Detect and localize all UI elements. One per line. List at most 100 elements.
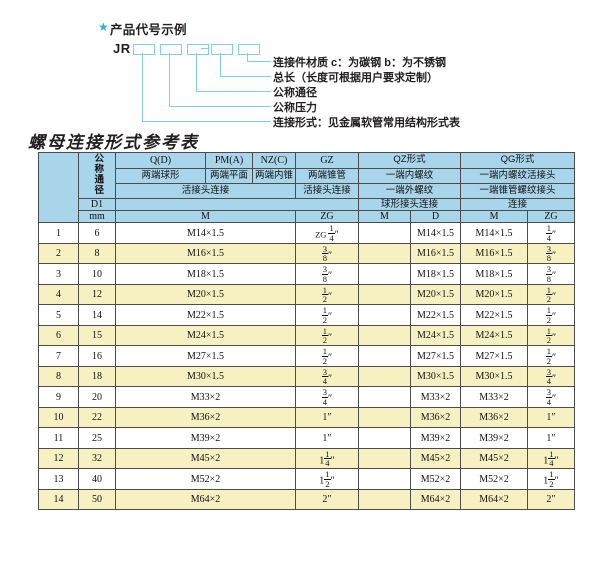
cell-thread-m: M33×2 [115,386,296,408]
cell-thread-m: M36×2 [115,406,296,429]
cell-sequence: 14 [38,488,79,511]
col-header-d1: D1 [78,198,116,212]
cell-qg-zg: 1 4 ″ [527,222,575,244]
cell-qg-m: M52×2 [460,468,529,490]
cell-qz-d: M36×2 [409,406,462,429]
cell-nominal-diameter: 22 [78,406,116,429]
code-separator-dash [201,48,208,49]
leader-horizontal-2 [220,76,271,77]
cell-thread-m: M20×1.5 [115,283,296,306]
cell-thread-m: M45×2 [115,447,296,470]
cell-qg-m: M22×1.5 [460,304,529,326]
cell-qg-m: M64×2 [460,488,529,511]
page-title: 螺母连接形式参考表 [28,133,199,152]
cell-qz-d: M27×1.5 [409,345,462,367]
cell-thread-m: M64×2 [115,488,296,511]
cell-qz-d: M20×1.5 [409,283,462,306]
cell-nominal-diameter: 16 [78,345,116,367]
cell-qz-d: M18×1.5 [409,263,462,285]
cell-gz-zg: 3 8 ″ [295,263,359,285]
code-diagram-title: 产品代号示例 [110,23,187,37]
cell-gz-zg: 1 2 ″ [295,304,359,326]
connection-type-cell-1: 活接头连接 [115,183,296,200]
connection-type-cell-4: 一端锥管螺纹接头 [460,183,575,200]
group-desc-qz: 一端内螺纹 [357,167,462,185]
leader-vertical-5 [142,53,143,121]
table-header: 公称通径 Q(D) PM(A) NZ(C) GZ QZ形式 QG形式 两端球形 … [38,151,575,224]
group-desc-gz: 两端锥管 [295,167,359,185]
callout-text-4: 公称压力 [273,102,317,114]
cell-gz-zg: 1 1 2 ″ [295,468,359,490]
cell-qg-zg: 3 4 ″ [527,365,575,388]
connection-sub-cell-1 [115,198,359,212]
unit-header-6: ZG [527,210,575,224]
cell-nominal-diameter: 20 [78,386,116,408]
cell-nominal-diameter: 14 [78,304,116,326]
col-header-mm: mm [78,210,116,224]
code-prefix-label: JR [113,41,131,56]
cell-gz-zg: 1 1 4 ″ [295,447,359,470]
group-desc-qd: 两端球形 [115,167,206,185]
unit-header-2: ZG [295,210,359,224]
cell-nominal-diameter: 10 [78,263,116,285]
group-code-qg: QG形式 [460,152,575,169]
cell-thread-m: M27×1.5 [115,345,296,367]
cell-qz-d: M52×2 [409,468,462,490]
cell-qz-m [358,324,411,347]
cell-qg-m: M39×2 [460,427,529,449]
cell-qg-m: M20×1.5 [460,283,529,306]
cell-sequence: 9 [38,386,79,408]
cell-qg-m: M18×1.5 [460,263,529,285]
cell-qz-d: M30×1.5 [409,365,462,388]
cell-qz-d: M16×1.5 [409,242,462,265]
cell-qg-m: M27×1.5 [460,345,529,367]
col-header-nominal-diameter: 公称通径 [78,151,116,200]
group-desc-qg: 一端内螺纹活接头 [460,167,575,185]
cell-sequence: 8 [38,365,79,388]
cell-qz-m [358,365,411,388]
header-row-units: mm M ZG M D M ZG [39,210,575,224]
callout-text-2: 总长（长度可根据用户要求定制） [273,72,438,84]
cell-qg-m: M45×2 [460,447,529,470]
unit-header-4: D [409,210,462,224]
col-header-sequence [38,151,79,224]
cell-sequence: 6 [38,324,79,347]
cell-thread-m: M30×1.5 [115,365,296,388]
cell-gz-zg: 3 4 ″ [295,386,359,408]
cell-sequence: 13 [38,468,79,490]
cell-qz-d: M33×2 [409,386,462,408]
table-row: 6 15 M24×1.5 1 2 ″ M24×1.5 M24×1.5 1 2 ″ [38,324,575,347]
connection-sub-cell-3: 连接 [460,198,575,212]
cell-qg-zg: 1 2 ″ [527,324,575,347]
cell-nominal-diameter: 8 [78,242,116,265]
code-box-3 [187,44,209,55]
group-code-pma: PM(A) [205,152,253,169]
table-row: 3 10 M18×1.5 3 8 ″ M18×1.5 M18×1.5 3 8 ″ [38,263,575,285]
table-body: 1 6 M14×1.5 ZG 1 4 ″ M14×1.5 M14×1.5 1 4 ″ 2 8 M16×1.… [38,222,575,511]
code-box-5 [238,44,260,55]
table-row: 1 6 M14×1.5 ZG 1 4 ″ M14×1.5 M14×1.5 1 4 ″ [38,222,575,244]
callout-text-5: 连接形式：见金属软管常用结构形式表 [273,117,460,129]
group-desc-nzc: 两端内锥 [252,167,296,185]
header-row-connection-sub: D1 球形接头连接 连接 [39,198,575,212]
table-row: 2 8 M16×1.5 3 8 ″ M16×1.5 M16×1.5 3 8 ″ [38,242,575,265]
cell-sequence: 4 [38,283,79,306]
cell-sequence: 3 [38,263,79,285]
cell-qg-zg: 1 1 2 ″ [527,468,575,490]
header-row-group-desc: 两端球形 两端平面 两端内锥 两端锥管 一端内螺纹 一端内螺纹活接头 [39,167,575,185]
cell-qg-m: M33×2 [460,386,529,408]
cell-qg-zg: 1 2 ″ [527,283,575,306]
connection-sub-cell-2: 球形接头连接 [357,198,462,212]
group-code-nzc: NZ(C) [252,152,296,169]
cell-qg-m: M14×1.5 [460,222,529,244]
cell-gz-zg: 1 2 ″ [295,324,359,347]
connection-type-cell-3: 一端外螺纹 [357,183,462,200]
cell-nominal-diameter: 40 [78,468,116,490]
cell-gz-zg: 1″ [295,427,359,449]
cell-qz-d: M39×2 [409,427,462,449]
cell-qg-zg: 3 8 ″ [527,263,575,285]
cell-qz-m [358,345,411,367]
cell-qz-d: M45×2 [409,447,462,470]
table-row: 10 22 M36×2 1″ M36×2 M36×2 1″ [38,406,575,429]
cell-qz-m [358,386,411,408]
